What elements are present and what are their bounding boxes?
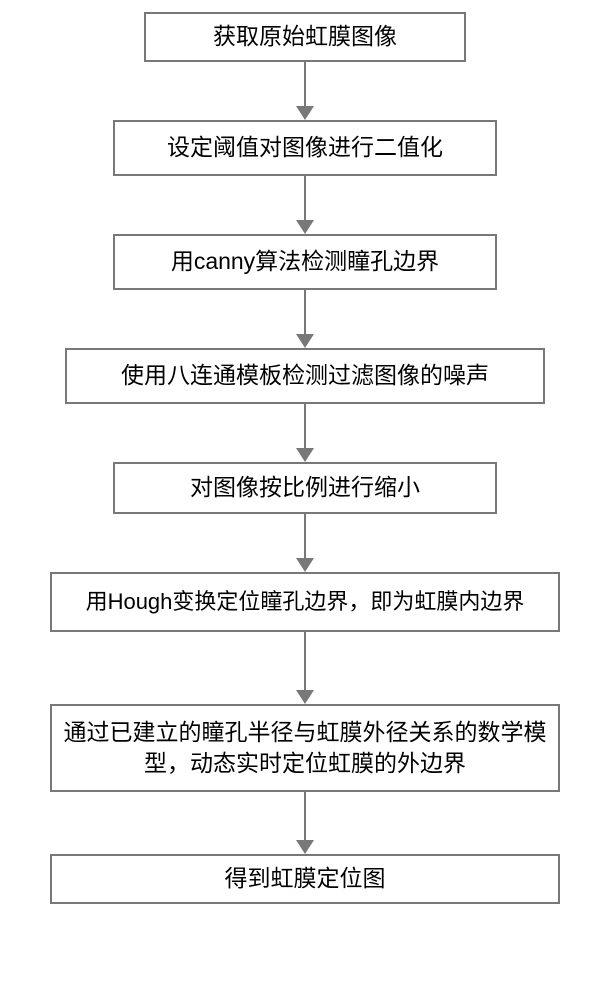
flowchart-node-label: 用canny算法检测瞳孔边界 (171, 246, 439, 277)
flowchart-node-n7: 通过已建立的瞳孔半径与虹膜外径关系的数学模型，动态实时定位虹膜的外边界 (50, 704, 560, 792)
flowchart-node-n5: 对图像按比例进行缩小 (113, 462, 497, 514)
flowchart-node-label: 对图像按比例进行缩小 (190, 472, 420, 503)
flowchart-node-label: 使用八连通模板检测过滤图像的噪声 (121, 360, 489, 391)
flowchart-node-label: 得到虹膜定位图 (225, 863, 386, 894)
flowchart-node-label: 设定阈值对图像进行二值化 (167, 132, 443, 163)
flowchart-node-n1: 获取原始虹膜图像 (144, 12, 466, 62)
flowchart-container: 获取原始虹膜图像设定阈值对图像进行二值化用canny算法检测瞳孔边界使用八连通模… (50, 12, 560, 904)
flowchart-arrow (50, 290, 560, 348)
flowchart-node-n4: 使用八连通模板检测过滤图像的噪声 (65, 348, 545, 404)
flowchart-arrow (50, 176, 560, 234)
flowchart-node-n8: 得到虹膜定位图 (50, 854, 560, 904)
flowchart-node-label: 通过已建立的瞳孔半径与虹膜外径关系的数学模型，动态实时定位虹膜的外边界 (62, 717, 548, 779)
flowchart-node-label: 用Hough变换定位瞳孔边界，即为虹膜内边界 (86, 587, 525, 617)
flowchart-node-n6: 用Hough变换定位瞳孔边界，即为虹膜内边界 (50, 572, 560, 632)
flowchart-node-n2: 设定阈值对图像进行二值化 (113, 120, 497, 176)
flowchart-arrow (50, 632, 560, 704)
flowchart-arrow (50, 404, 560, 462)
flowchart-arrow (50, 792, 560, 854)
flowchart-arrow (50, 514, 560, 572)
flowchart-node-label: 获取原始虹膜图像 (213, 21, 397, 52)
flowchart-node-n3: 用canny算法检测瞳孔边界 (113, 234, 497, 290)
flowchart-arrow (50, 62, 560, 120)
